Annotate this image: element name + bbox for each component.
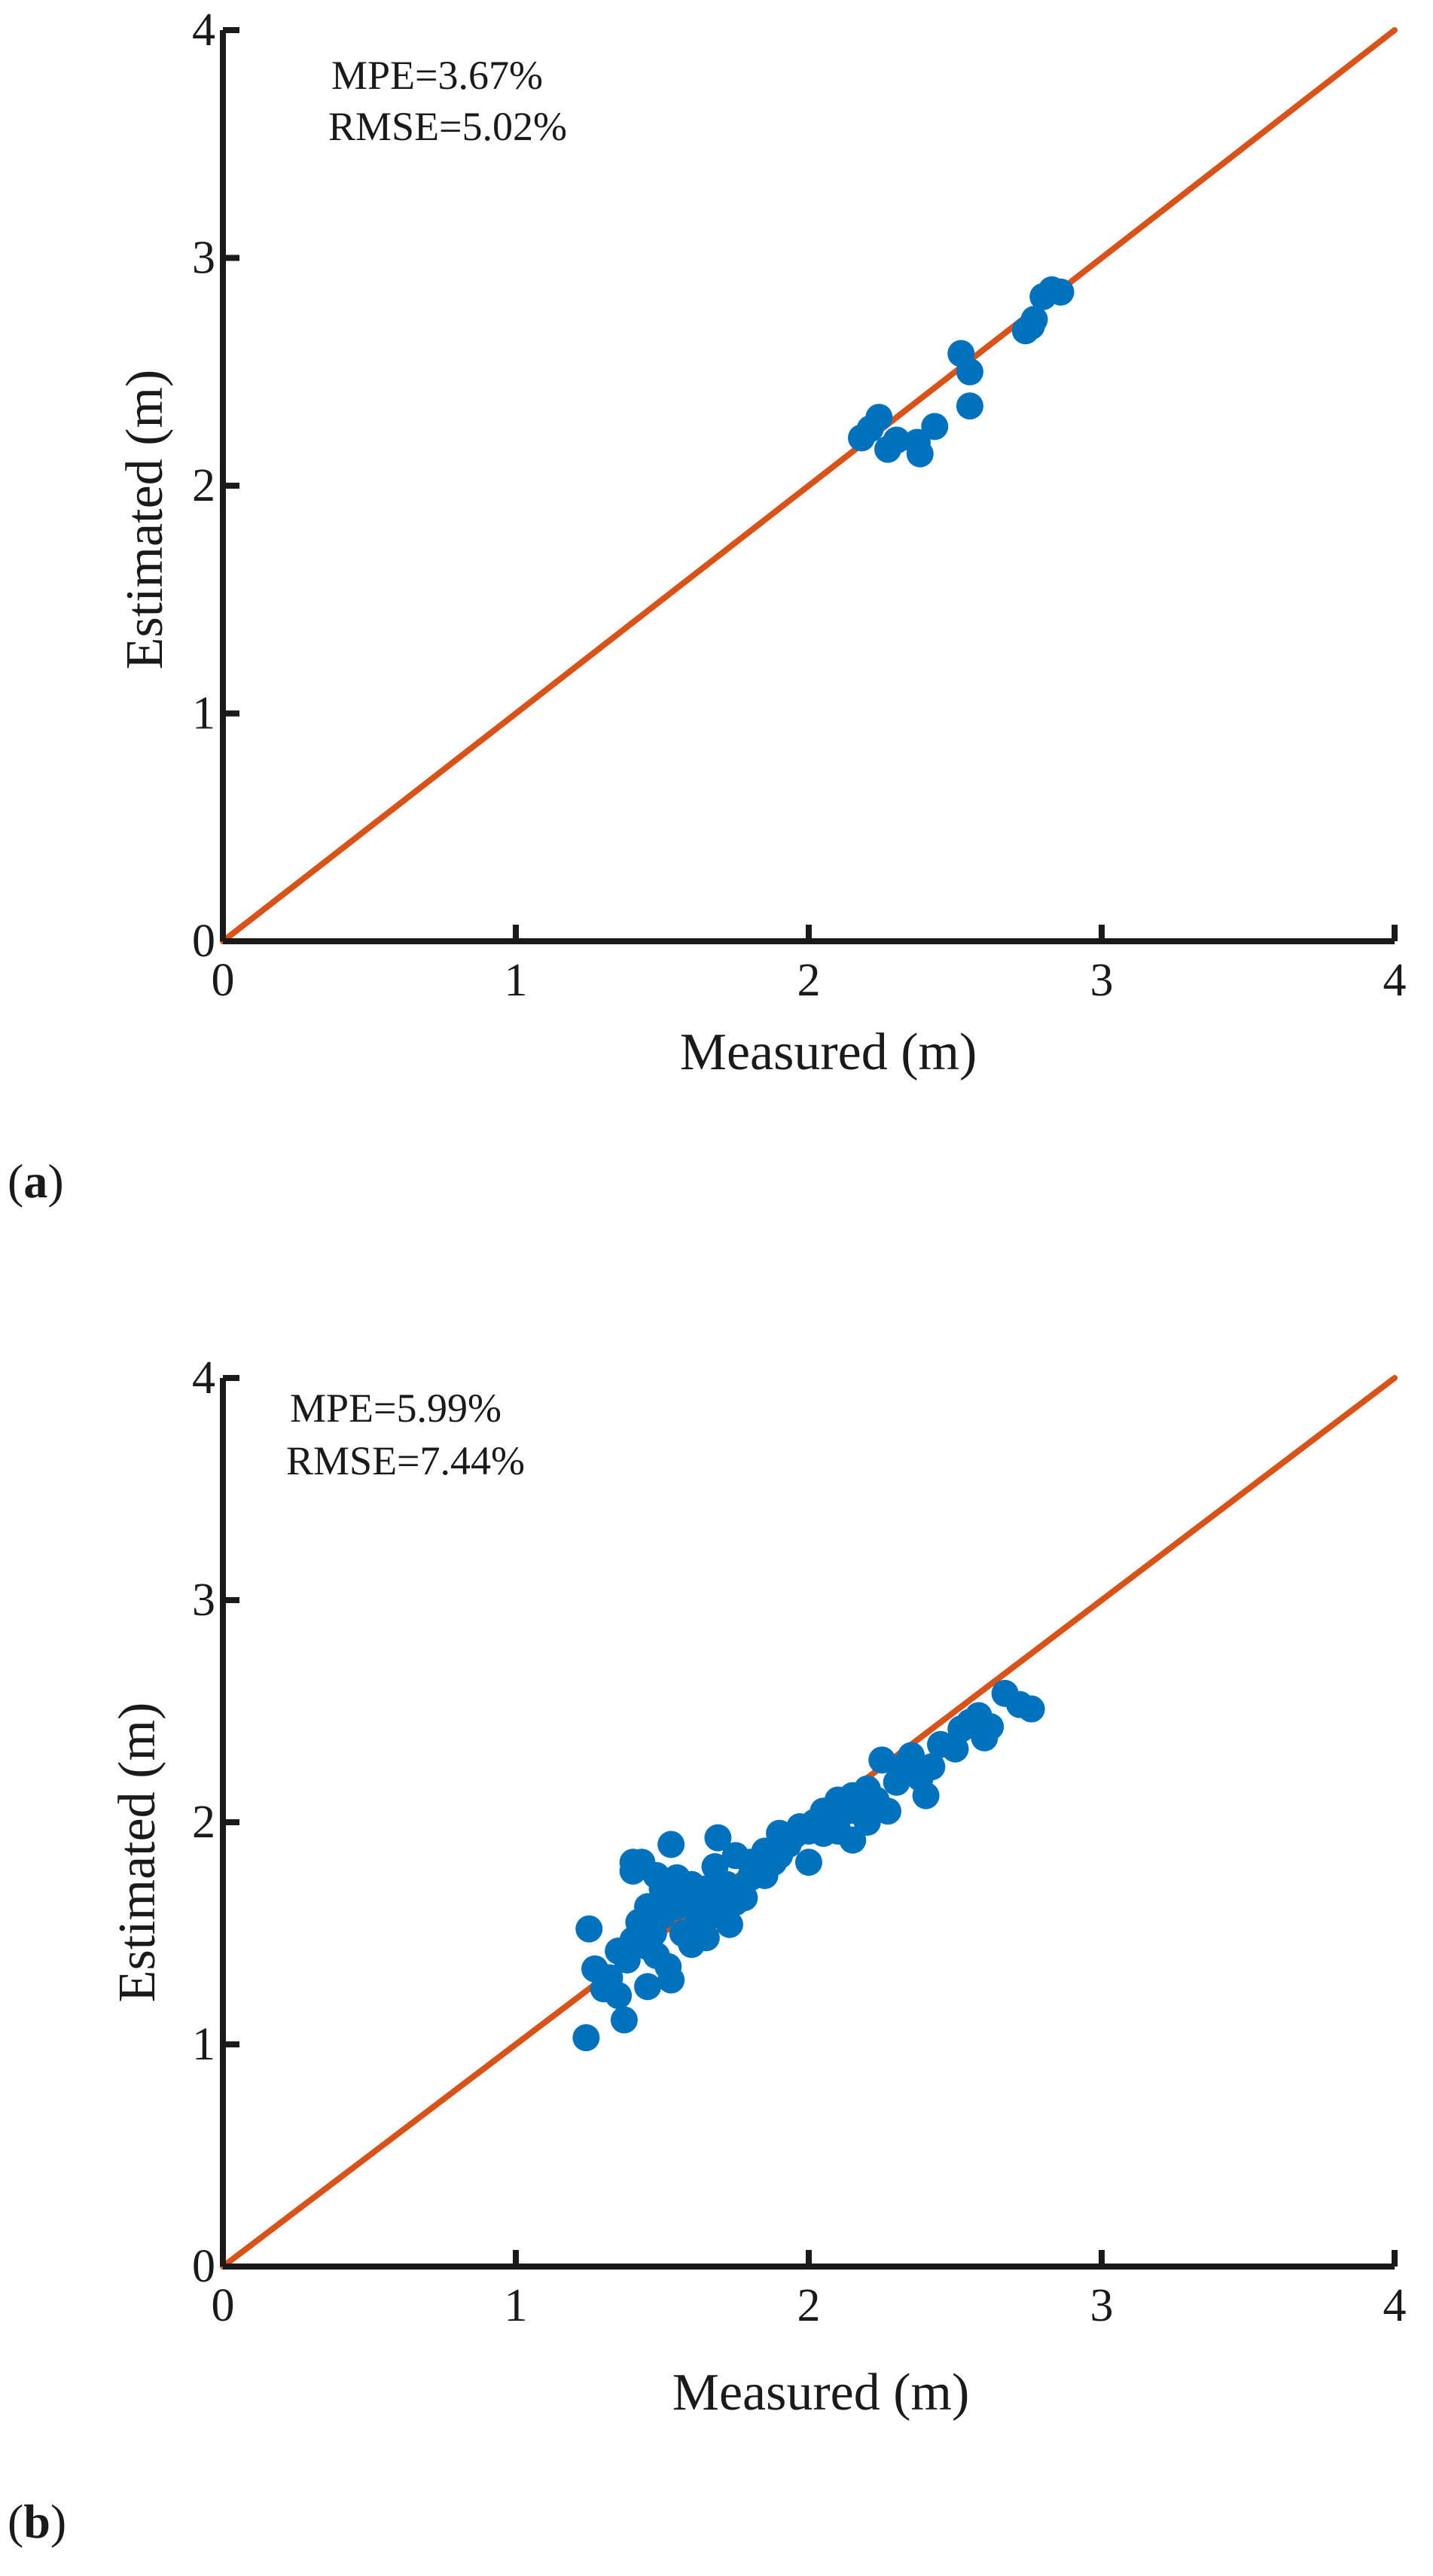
- data-point: [619, 1849, 647, 1876]
- data-point: [715, 1910, 743, 1938]
- data-point: [642, 1861, 670, 1889]
- data-point: [868, 1746, 896, 1774]
- annotation-rmse-b: RMSE=7.44%: [286, 1438, 525, 1483]
- data-point: [634, 1933, 662, 1961]
- data-point: [575, 1915, 603, 1943]
- data-point: [795, 1849, 822, 1876]
- x-tick-label: 3: [1090, 955, 1114, 1006]
- panel-a: 0 1 2 3 4 0 1 2 3 4 MPE=3.67% RMSE=5.02% Measured…: [8, 5, 1407, 1208]
- y-tick-label: 2: [192, 460, 215, 511]
- data-point: [657, 1831, 685, 1858]
- reference-line: [220, 27, 1398, 944]
- y-tick-label: 1: [192, 2019, 215, 2070]
- data-point: [669, 1884, 697, 1912]
- data-point: [865, 404, 893, 431]
- ticks-a: [220, 27, 1398, 944]
- x-tick-label: 0: [212, 955, 235, 1006]
- y-tick-label: 1: [192, 688, 215, 739]
- data-point: [977, 1713, 1005, 1741]
- data-point: [704, 1824, 732, 1852]
- x-tick-label: 2: [797, 955, 821, 1006]
- data-point: [721, 1889, 749, 1916]
- plot-area-a: [220, 27, 1398, 944]
- data-point: [634, 1973, 662, 2001]
- x-tick-label: 1: [505, 2280, 528, 2331]
- y-tick-label: 3: [192, 233, 215, 284]
- data-point: [610, 2006, 638, 2034]
- x-tick-label: 0: [212, 2280, 235, 2331]
- y-axis-label-a: Estimated (m): [116, 370, 174, 670]
- data-point: [687, 1919, 715, 1947]
- x-tick-label: 2: [797, 2280, 821, 2331]
- data-point: [956, 392, 983, 420]
- data-point: [657, 1966, 685, 1994]
- annotation-mpe-b: MPE=5.99%: [290, 1386, 502, 1431]
- x-tick-label: 3: [1090, 2280, 1114, 2331]
- data-point: [1017, 1695, 1045, 1723]
- data-point: [853, 1809, 881, 1836]
- y-tick-label: 4: [192, 1352, 215, 1404]
- y-tick-label: 3: [192, 1575, 215, 1626]
- annotation-mpe-a: MPE=3.67%: [331, 53, 543, 98]
- data-point: [883, 426, 910, 454]
- ticks-b: [220, 1375, 1398, 2270]
- data-point: [1020, 306, 1048, 334]
- annotation-rmse-a: RMSE=5.02%: [328, 104, 567, 149]
- tick-labels-b: 0 1 2 3 4 0 1 2 3 4: [192, 1352, 1407, 2331]
- panel-b: 0 1 2 3 4 0 1 2 3 4 MPE=5.99% RMSE=7.44% Measured…: [8, 1352, 1407, 2548]
- data-point: [898, 1742, 925, 1770]
- y-tick-label: 2: [192, 1797, 215, 1848]
- y-tick-label: 0: [192, 916, 215, 967]
- y-tick-label: 4: [192, 5, 215, 56]
- x-axis-label-b: Measured (m): [672, 2364, 970, 2422]
- data-point: [1047, 278, 1075, 306]
- data-point: [921, 413, 949, 441]
- x-tick-label: 1: [505, 955, 528, 1006]
- data-point: [918, 1753, 946, 1781]
- data-point: [956, 358, 983, 386]
- x-axis-label-a: Measured (m): [680, 1023, 977, 1081]
- x-tick-label: 4: [1383, 955, 1407, 1006]
- panel-label-b: (b): [8, 2495, 66, 2548]
- x-tick-label: 4: [1383, 2280, 1407, 2331]
- data-point: [906, 440, 934, 468]
- data-point: [605, 1982, 633, 2010]
- plot-area-b: [220, 1375, 1398, 2270]
- y-tick-label: 0: [192, 2241, 215, 2292]
- y-axis-label-b: Estimated (m): [108, 1703, 166, 2003]
- data-point: [912, 1782, 940, 1809]
- data-point: [874, 1797, 902, 1825]
- data-point: [572, 2024, 600, 2052]
- tick-labels-a: 0 1 2 3 4 0 1 2 3 4: [192, 5, 1407, 1006]
- panel-label-a: (a): [8, 1154, 64, 1208]
